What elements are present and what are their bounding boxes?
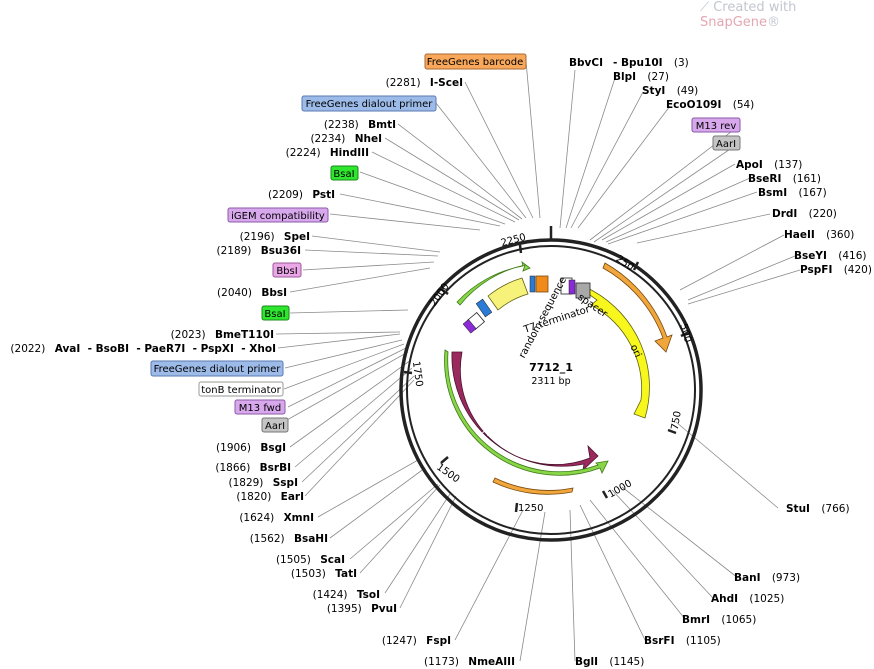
m13-fwd-box: M13 fwd: [239, 403, 281, 414]
enzyme-label: (2196) SpeI: [240, 231, 310, 243]
enzyme-label: (1395) PvuI: [327, 603, 397, 615]
enzyme-label: BmrI (1065): [682, 614, 756, 626]
aari-box: AarI: [265, 421, 285, 432]
enzyme-label: (2209) PstI: [268, 189, 335, 201]
snapgene-watermark: ⟋ Created with SnapGene®: [700, 0, 797, 30]
enzyme-label: BglI (1145): [575, 656, 644, 668]
watermark-logo-icon: ⟋: [700, 0, 714, 15]
random-sequence-feature: [487, 277, 529, 311]
enzyme-label: BsmI (167): [758, 187, 827, 199]
aari-box: AarI: [716, 139, 736, 150]
tick-label: 1000: [606, 478, 634, 500]
enzyme-label: (1624) XmnI: [239, 512, 314, 524]
scale-ticks: [403, 244, 690, 513]
enzyme-label: BbvCI: [569, 57, 603, 69]
backbone-inner-ring: [406, 245, 696, 535]
m13-rev-box: M13 rev: [696, 121, 737, 132]
enzyme-label: (1424) TsoI: [313, 589, 380, 601]
enzyme-label: BsrFI (1105): [644, 635, 721, 647]
bsai-box: BsaI: [333, 169, 354, 180]
feature-boxes: FreeGenes barcode FreeGenes dialout prim…: [150, 53, 741, 433]
ori-primer-arrow: [602, 262, 673, 353]
enzyme-label: (1247) FspI: [382, 635, 451, 647]
lower-primer-arrow: [492, 477, 574, 495]
enzyme-label: PspFI (420): [800, 264, 872, 276]
enzyme-label: (2234) NheI: [310, 133, 382, 145]
enzyme-label: (1906) BsgI: [216, 442, 286, 454]
tick-label: 1500: [434, 462, 461, 486]
tick-label: 2000: [428, 281, 452, 308]
bsai-box: BsaI: [264, 309, 285, 320]
igem-box: iGEM compatibility: [231, 211, 325, 222]
enzyme-label: - Bpu10I (3): [613, 57, 689, 69]
enzyme-label: (1505) ScaI: [276, 554, 345, 566]
enzyme-label: (2281) I-SceI: [386, 77, 463, 89]
enzyme-labels-right: BbvCI - Bpu10I (3) BlpI (27) StyI (49) E…: [569, 57, 872, 668]
enzyme-label: (2238) BmtI: [324, 119, 396, 131]
enzyme-label: DrdI (220): [772, 208, 837, 220]
enzyme-label: (2023) BmeT110I: [171, 329, 274, 341]
dialout-feature: [475, 298, 493, 318]
xhoi-group-label: (2022) AvaI - BsoBI - PaeR7I - PspXI - X…: [10, 343, 276, 355]
tick-label: 750: [670, 410, 684, 431]
plasmid-name: 7712_1: [529, 361, 573, 374]
enzyme-label: (1173) NmeAIII: [424, 656, 515, 668]
enzyme-labels-left: (1173) NmeAIII (1247) FspI (1395) PvuI (…: [10, 77, 515, 668]
barcode-box: FreeGenes barcode: [427, 57, 523, 68]
enzyme-label: (2224) HindIII: [286, 147, 369, 159]
tick-label: 1750: [410, 361, 424, 388]
tick-label: 1250: [518, 503, 543, 514]
leader-lines: [275, 60, 801, 662]
enzyme-label: StyI (49): [642, 85, 698, 97]
enzyme-label: (1562) BsaHI: [250, 533, 328, 545]
enzyme-label: (2189) Bsu36I: [216, 245, 301, 257]
tonb-box: tonB terminator: [201, 385, 281, 396]
bbsi-box: BbsI: [276, 266, 297, 277]
enzyme-label: (1866) BsrBI: [215, 462, 291, 474]
dialout-primer-arrow: [456, 261, 531, 306]
spacer-feature: [575, 282, 591, 299]
plasmid-length: 2311 bp: [531, 376, 570, 387]
ori-feature: [579, 285, 650, 419]
ampr-primer-arrow: [444, 349, 609, 476]
tick-label: 500: [677, 322, 693, 343]
enzyme-label: StuI (766): [786, 503, 850, 515]
enzyme-label: HaeII (360): [784, 229, 854, 241]
dialout-box: FreeGenes dialout primer: [154, 364, 282, 375]
ampr-feature: [451, 351, 599, 472]
ori-label: ori: [628, 343, 643, 359]
dialout-box: FreeGenes dialout primer: [306, 99, 434, 110]
scar-feature: [529, 275, 536, 293]
enzyme-label: (1829) SspI: [228, 477, 298, 489]
enzyme-label: BanI (973): [734, 572, 800, 584]
barcode-feature: [535, 275, 549, 293]
enzyme-label: (1820) EarI: [236, 491, 304, 503]
enzyme-label: ApoI (137): [736, 159, 802, 171]
enzyme-label: BseRI (161): [748, 173, 821, 185]
t7-terminator-label: T7 terminator: [522, 304, 593, 336]
enzyme-label: BlpI (27): [613, 71, 669, 83]
m13-fwd-feature: [462, 319, 477, 334]
enzyme-label: AhdI (1025): [711, 593, 784, 605]
enzyme-label: (1503) TatI: [291, 568, 357, 580]
enzyme-label: EcoO109I (54): [666, 99, 754, 111]
enzyme-label: BseYI (416): [794, 250, 866, 262]
enzyme-label: (2040) BbsI: [217, 287, 287, 299]
m13-rev-feature: [568, 279, 576, 295]
